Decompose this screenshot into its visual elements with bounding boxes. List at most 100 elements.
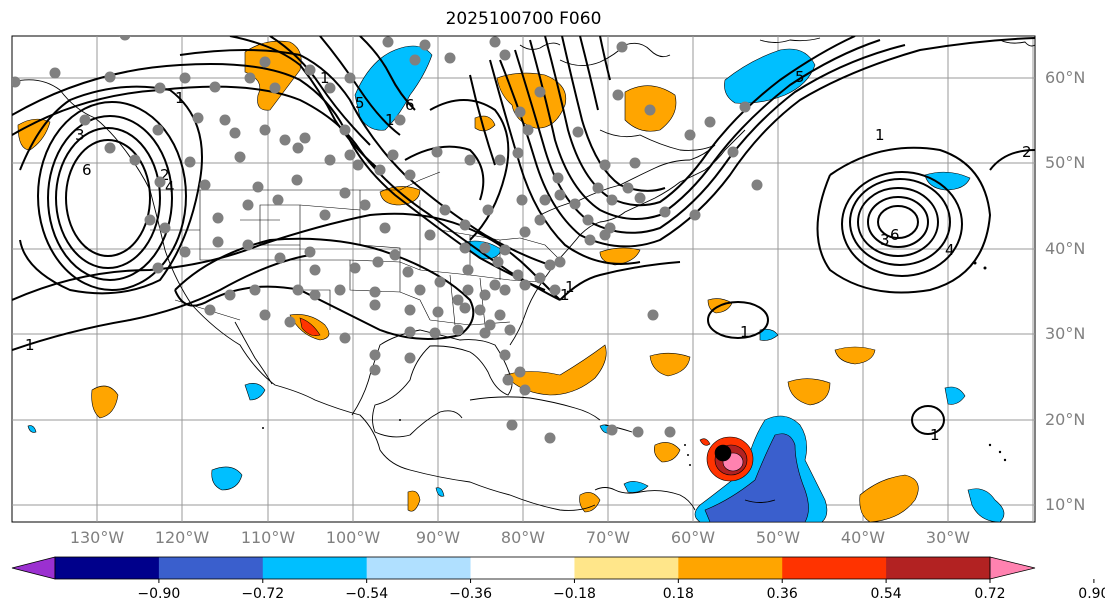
colorbar-segment (158, 557, 264, 579)
longitude-label: 40°W (840, 528, 886, 547)
station-dot (49, 67, 61, 79)
station-dot (459, 302, 471, 314)
station-dot (324, 154, 336, 166)
station-dot (659, 206, 671, 218)
station-dot (259, 124, 271, 136)
station-dot (324, 82, 336, 94)
colorbar-segment (782, 557, 887, 579)
station-dot (534, 214, 546, 226)
station-dot (629, 157, 641, 169)
station-dot (572, 126, 584, 138)
station-dot (409, 54, 421, 66)
contour-label: 3 (75, 126, 85, 144)
station-dot (554, 189, 566, 201)
station-dot (506, 419, 518, 431)
station-dot (489, 279, 501, 291)
station-dot (592, 182, 604, 194)
contour-label: 5 (795, 68, 805, 86)
station-dot (606, 194, 618, 206)
station-dot (319, 209, 331, 221)
station-dot (664, 426, 676, 438)
station-dot (79, 114, 91, 126)
longitude-label: 110°W (240, 528, 296, 547)
station-dot (372, 256, 384, 268)
latitude-label: 60°N (1045, 68, 1086, 87)
station-dot (259, 56, 271, 68)
station-dot (464, 154, 476, 166)
station-dot (204, 304, 216, 316)
station-dot (462, 284, 474, 296)
station-dot (234, 151, 246, 163)
station-dot (647, 309, 659, 321)
station-dot (534, 272, 546, 284)
station-dot (429, 327, 441, 339)
station-dot (492, 256, 504, 268)
station-dot (549, 284, 561, 296)
colorbar-tick-label: 0.54 (870, 586, 902, 602)
station-dot (519, 226, 531, 238)
longitude-label: 120°W (154, 528, 210, 547)
station-dot (154, 176, 166, 188)
station-dot (344, 72, 356, 84)
station-dot (499, 244, 511, 256)
station-dot (569, 198, 581, 210)
station-dot (739, 101, 751, 113)
station-dot (494, 154, 506, 166)
latitude-label: 30°N (1045, 324, 1086, 343)
station-dot (309, 289, 321, 301)
station-dot (344, 149, 356, 161)
colorbar-segment (574, 557, 679, 579)
station-dot (522, 124, 534, 136)
station-dot (219, 114, 231, 126)
station-dot (434, 276, 446, 288)
station-markers (12, 36, 763, 444)
station-dot (334, 284, 346, 296)
station-dot (459, 242, 471, 254)
station-dot (554, 256, 566, 268)
station-dot (459, 219, 471, 231)
station-dot (242, 239, 254, 251)
station-dot (404, 326, 416, 338)
station-dot (404, 304, 416, 316)
contour-label: 1 (560, 286, 570, 304)
station-dot (12, 76, 21, 88)
station-dot (727, 146, 739, 158)
station-dot (144, 214, 156, 226)
station-dot (512, 269, 524, 281)
station-dot (484, 319, 496, 331)
colorbar (11, 556, 1095, 583)
station-dot (604, 222, 616, 234)
station-dot (104, 142, 116, 154)
colorbar-tick-label: 0.72 (974, 586, 1006, 602)
colorbar-segment (886, 557, 991, 579)
longitude-label: 50°W (755, 528, 801, 547)
contour-label: 4 (945, 241, 955, 259)
station-dot (504, 324, 516, 336)
station-dot (199, 179, 211, 191)
islands (262, 261, 1007, 466)
station-dot (644, 104, 656, 116)
station-dot (229, 127, 241, 139)
station-dot (514, 106, 526, 118)
station-dot (534, 86, 546, 98)
station-dot (519, 279, 531, 291)
colorbar-segment (366, 557, 472, 579)
station-dot (154, 82, 166, 94)
station-dot (369, 364, 381, 376)
station-dot (284, 316, 296, 328)
station-dot (212, 212, 224, 224)
station-dot (482, 204, 494, 216)
station-dot (184, 156, 196, 168)
station-dot (684, 129, 696, 141)
station-dot (479, 289, 491, 301)
contour-label: 1 (320, 69, 330, 87)
station-dot (452, 294, 464, 306)
longitude-label: 100°W (325, 528, 381, 547)
colorbar-tick-label: −0.72 (241, 586, 285, 602)
colorbar-tick-label: 0.90 (1078, 586, 1105, 602)
station-dot (179, 72, 191, 84)
station-dot (514, 366, 526, 378)
station-dot (129, 154, 141, 166)
longitude-label: 70°W (585, 528, 631, 547)
